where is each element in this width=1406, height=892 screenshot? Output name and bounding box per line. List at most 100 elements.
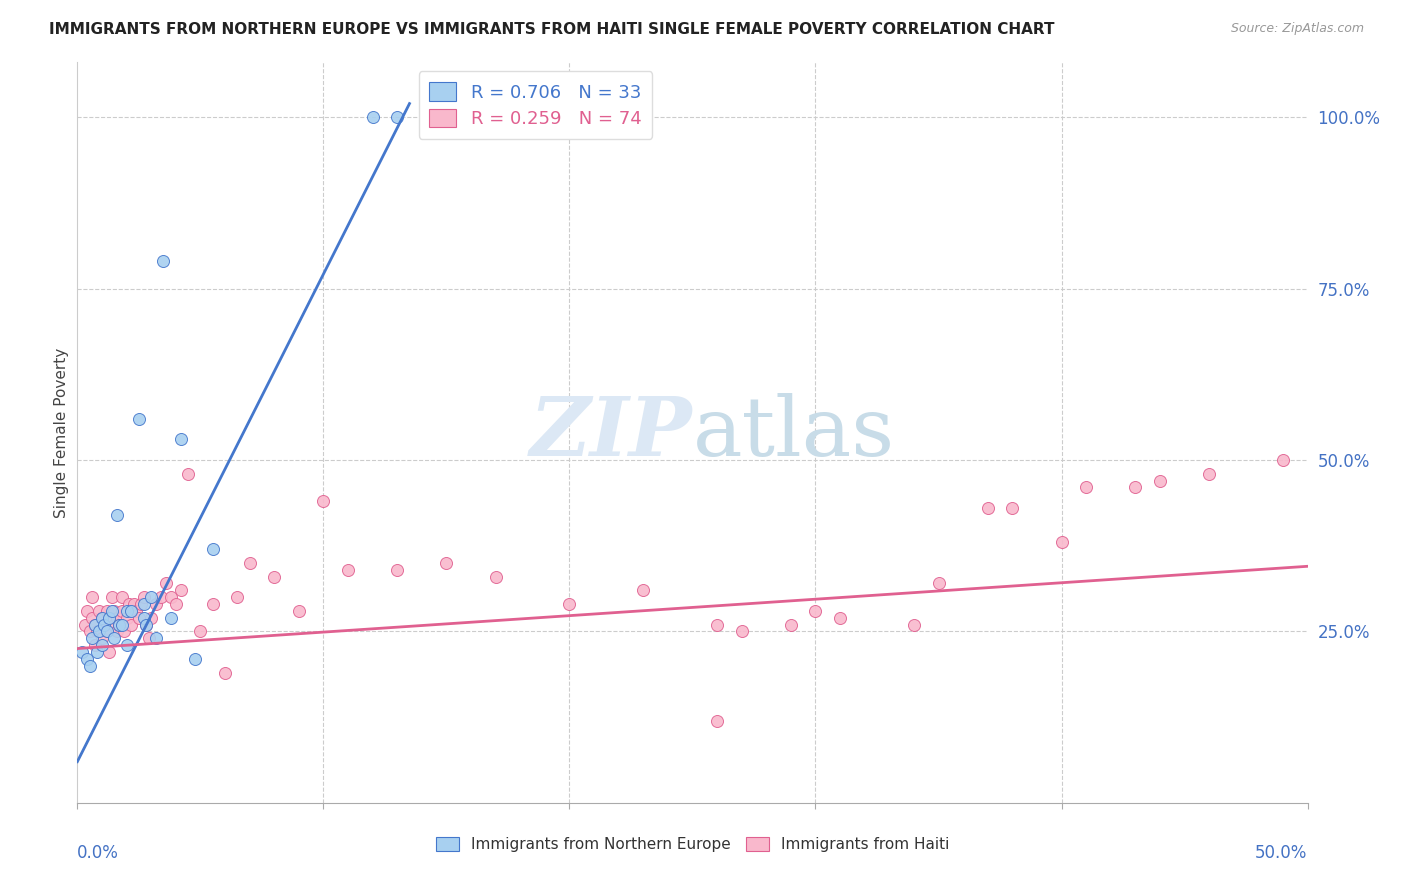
Point bbox=[1001, 501, 1024, 516]
Point bbox=[1125, 480, 1147, 494]
Point bbox=[1198, 467, 1220, 481]
Point bbox=[111, 617, 132, 632]
Point bbox=[132, 611, 155, 625]
Point bbox=[112, 624, 135, 639]
Point bbox=[780, 617, 803, 632]
Point bbox=[558, 597, 581, 611]
Point bbox=[96, 604, 118, 618]
Point bbox=[82, 632, 104, 646]
Point bbox=[485, 569, 508, 583]
Point bbox=[633, 583, 655, 598]
Point bbox=[152, 254, 174, 268]
Point bbox=[115, 638, 138, 652]
Point bbox=[928, 576, 950, 591]
Point bbox=[115, 604, 138, 618]
Point bbox=[86, 624, 108, 639]
Point bbox=[105, 624, 128, 639]
Text: IMMIGRANTS FROM NORTHERN EUROPE VS IMMIGRANTS FROM HAITI SINGLE FEMALE POVERTY C: IMMIGRANTS FROM NORTHERN EUROPE VS IMMIG… bbox=[49, 22, 1054, 37]
Point bbox=[387, 110, 409, 124]
Point bbox=[138, 632, 160, 646]
Point bbox=[93, 617, 115, 632]
Point bbox=[101, 611, 124, 625]
Point bbox=[263, 569, 285, 583]
Point bbox=[111, 590, 132, 604]
Point bbox=[90, 611, 114, 625]
Point bbox=[79, 658, 101, 673]
Point bbox=[184, 652, 207, 666]
Point bbox=[132, 597, 155, 611]
Point bbox=[731, 624, 754, 639]
Point bbox=[903, 617, 925, 632]
Point bbox=[436, 556, 458, 570]
Point bbox=[214, 665, 236, 680]
Point bbox=[101, 604, 124, 618]
Point bbox=[70, 645, 93, 659]
Point bbox=[190, 624, 212, 639]
Point bbox=[128, 611, 150, 625]
Point bbox=[108, 617, 131, 632]
Text: 50.0%: 50.0% bbox=[1256, 844, 1308, 862]
Point bbox=[135, 617, 157, 632]
Point bbox=[125, 604, 148, 618]
Point bbox=[90, 638, 114, 652]
Point bbox=[1272, 453, 1295, 467]
Point bbox=[96, 624, 118, 639]
Point bbox=[804, 604, 827, 618]
Point bbox=[108, 617, 131, 632]
Point bbox=[226, 590, 249, 604]
Point bbox=[111, 604, 132, 618]
Point bbox=[150, 590, 173, 604]
Point bbox=[98, 611, 121, 625]
Y-axis label: Single Female Poverty: Single Female Poverty bbox=[53, 348, 69, 517]
Point bbox=[160, 590, 183, 604]
Point bbox=[79, 624, 101, 639]
Point bbox=[155, 576, 177, 591]
Point bbox=[76, 604, 98, 618]
Point bbox=[98, 645, 121, 659]
Point bbox=[1050, 535, 1073, 549]
Point bbox=[141, 590, 163, 604]
Point bbox=[337, 563, 360, 577]
Point bbox=[121, 617, 143, 632]
Point bbox=[239, 556, 262, 570]
Point bbox=[145, 597, 167, 611]
Point bbox=[89, 624, 111, 639]
Point bbox=[706, 617, 728, 632]
Point bbox=[128, 412, 150, 426]
Point bbox=[170, 433, 193, 447]
Point bbox=[90, 632, 114, 646]
Point bbox=[118, 597, 141, 611]
Point bbox=[177, 467, 200, 481]
Point bbox=[977, 501, 1000, 516]
Point bbox=[131, 597, 153, 611]
Point bbox=[201, 542, 224, 557]
Text: ZIP: ZIP bbox=[530, 392, 693, 473]
Point bbox=[89, 604, 111, 618]
Point bbox=[122, 597, 145, 611]
Point bbox=[82, 590, 104, 604]
Point bbox=[132, 590, 155, 604]
Text: 0.0%: 0.0% bbox=[77, 844, 120, 862]
Point bbox=[105, 611, 128, 625]
Text: Source: ZipAtlas.com: Source: ZipAtlas.com bbox=[1230, 22, 1364, 36]
Point bbox=[706, 714, 728, 728]
Point bbox=[145, 632, 167, 646]
Point bbox=[135, 617, 157, 632]
Point bbox=[96, 624, 118, 639]
Point bbox=[1076, 480, 1098, 494]
Point bbox=[103, 604, 125, 618]
Point bbox=[73, 617, 96, 632]
Point bbox=[82, 611, 104, 625]
Point bbox=[101, 590, 124, 604]
Point bbox=[121, 604, 143, 618]
Point bbox=[76, 652, 98, 666]
Point bbox=[115, 611, 138, 625]
Point bbox=[86, 645, 108, 659]
Point bbox=[141, 611, 163, 625]
Point bbox=[90, 611, 114, 625]
Point bbox=[1149, 474, 1171, 488]
Point bbox=[165, 597, 187, 611]
Point bbox=[201, 597, 224, 611]
Point bbox=[361, 110, 384, 124]
Point bbox=[83, 617, 105, 632]
